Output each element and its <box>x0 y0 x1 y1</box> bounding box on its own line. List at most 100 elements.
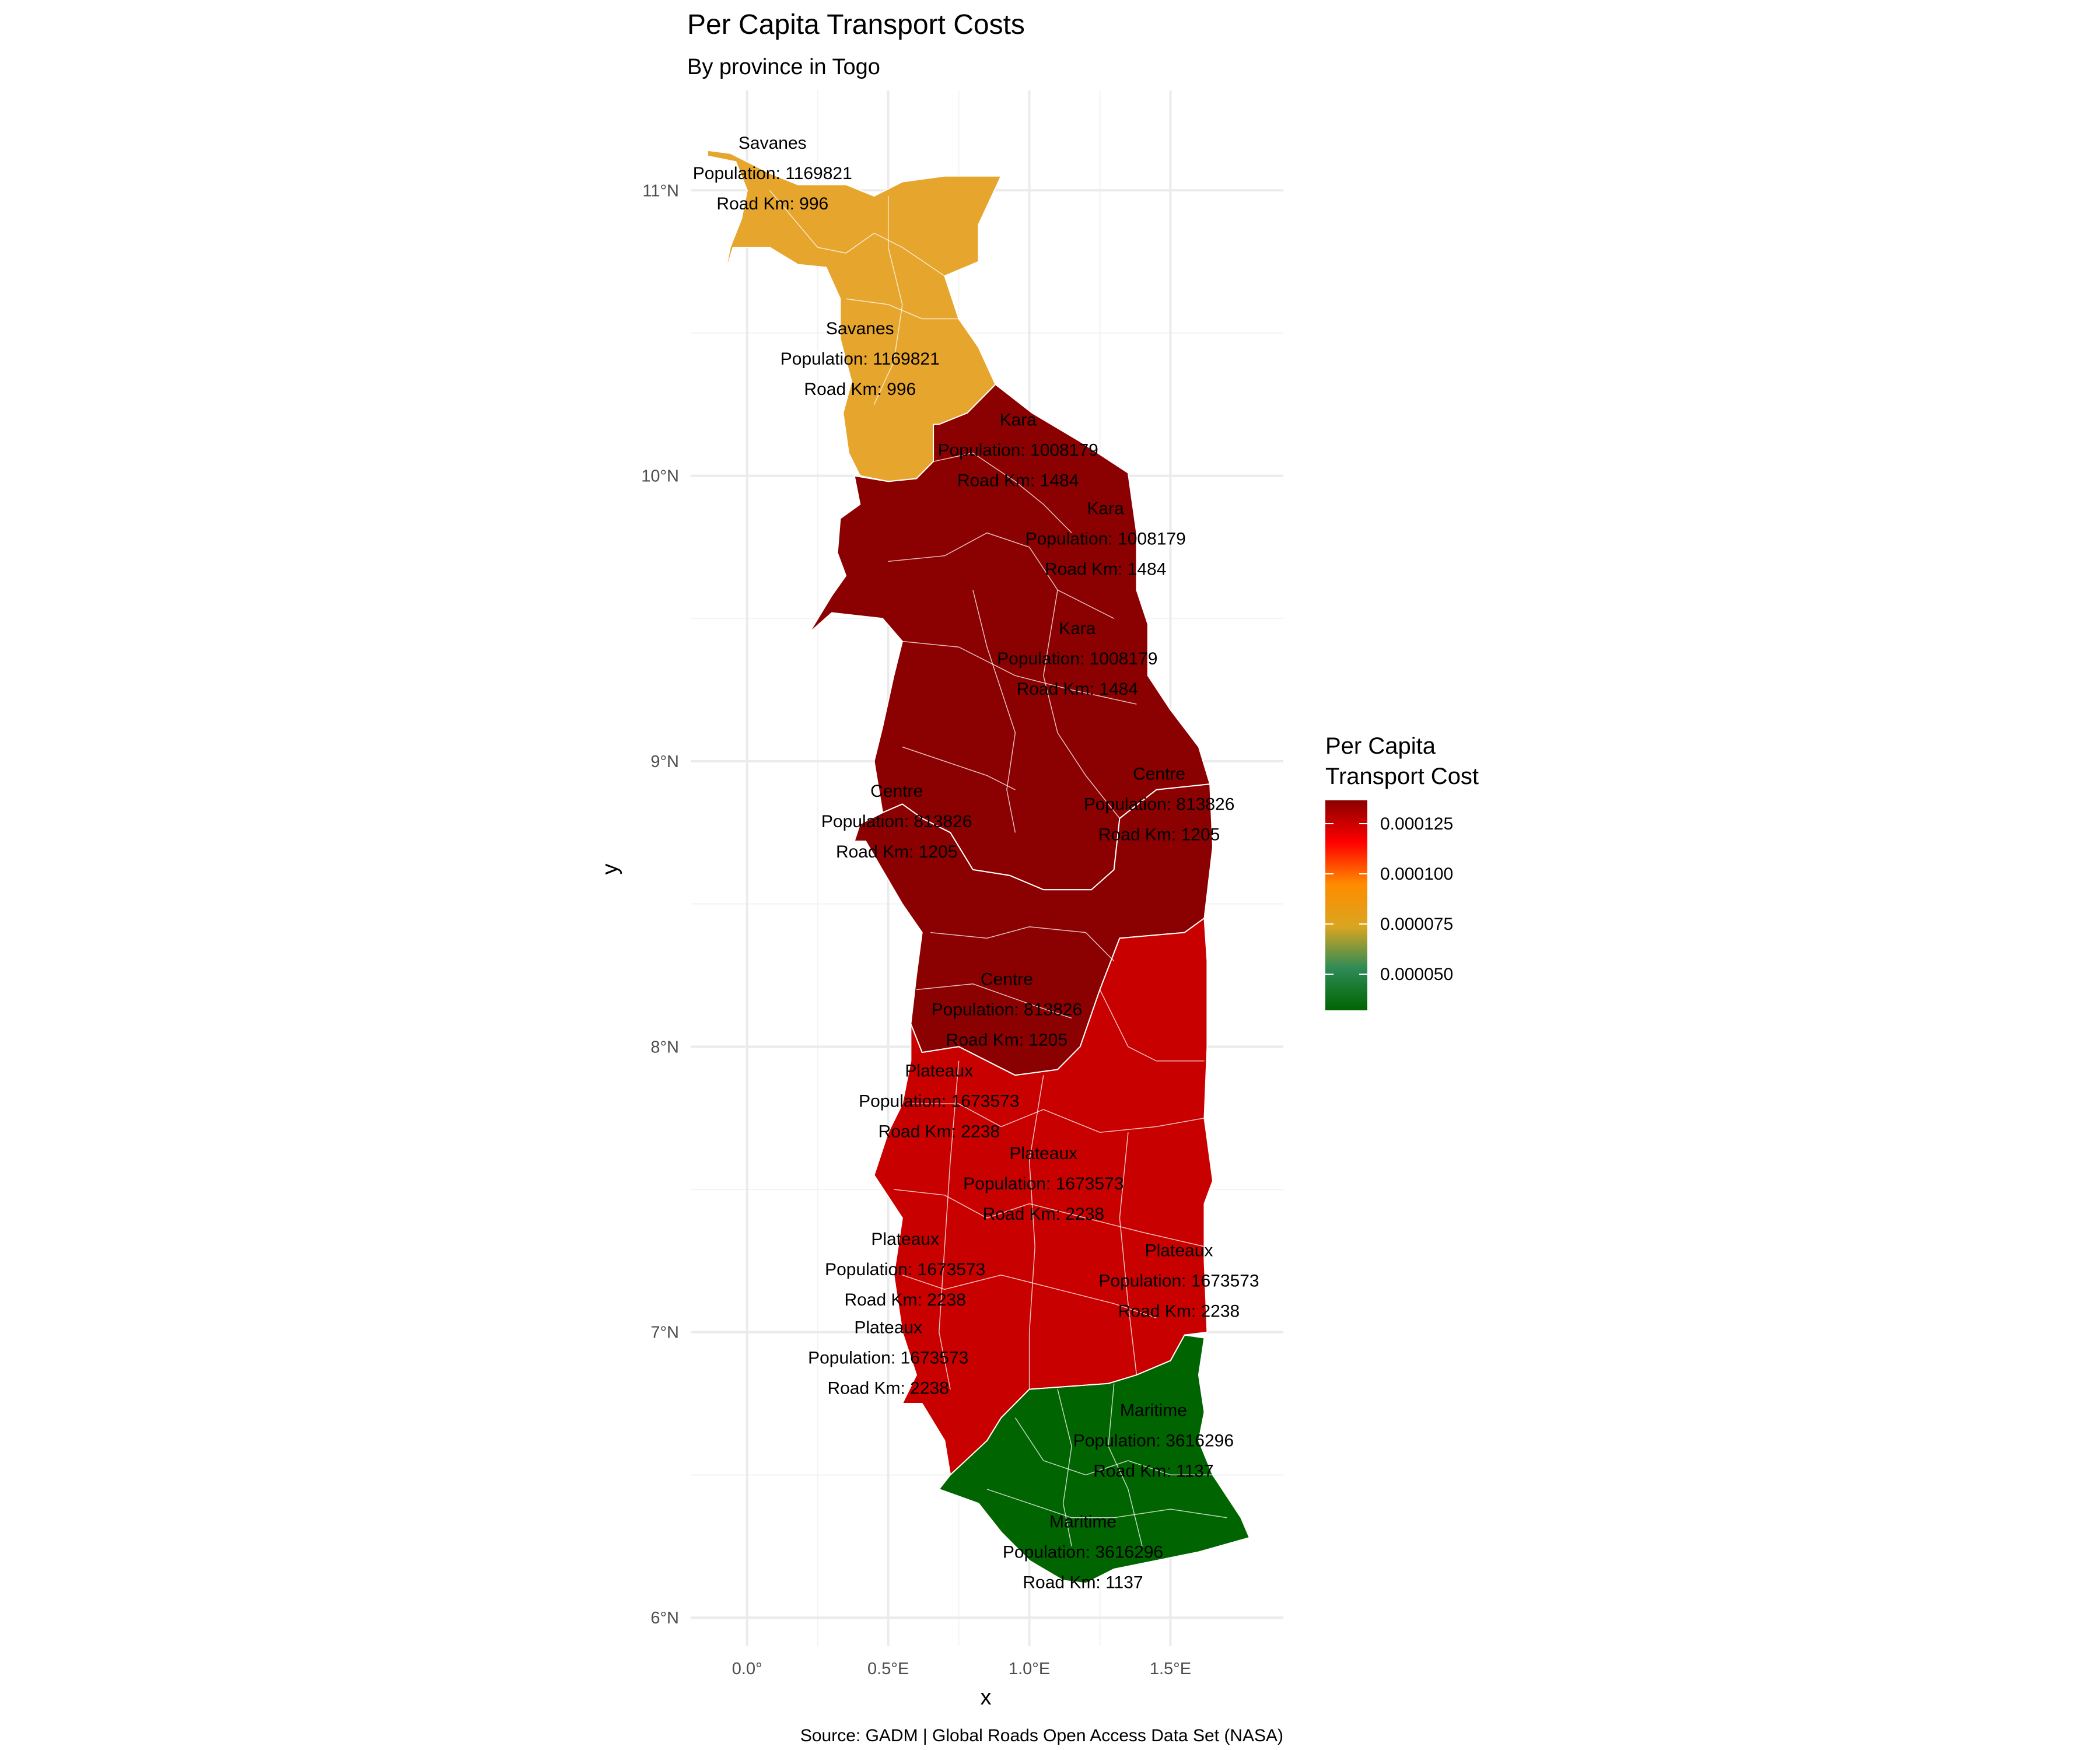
district-border <box>902 640 1137 705</box>
label-name: Plateaux <box>871 1230 939 1249</box>
label-population: Population: 813826 <box>1084 794 1235 814</box>
district-border <box>972 590 1016 833</box>
label-plateaux: Plateaux Population: 1673573 Road Km: 2238 <box>859 1061 1019 1141</box>
district-border <box>933 452 1072 534</box>
label-population: Population: 1673573 <box>808 1349 968 1368</box>
label-kara: Kara Population: 1008179 Road Km: 1484 <box>1026 499 1186 579</box>
x-tick-label: 1.0°E <box>1009 1660 1050 1678</box>
label-road-km: Road Km: 2238 <box>983 1205 1104 1224</box>
label-population: Population: 1673573 <box>825 1260 985 1279</box>
legend-label: 0.000100 <box>1380 864 1453 884</box>
label-plateaux: Plateaux Population: 1673573 Road Km: 2238 <box>963 1144 1124 1224</box>
label-name: Savanes <box>738 134 807 153</box>
label-kara: Kara Population: 1008179 Road Km: 1484 <box>997 619 1157 699</box>
x-tick-label: 0.5°E <box>867 1660 909 1678</box>
label-name: Centre <box>1133 764 1185 783</box>
province-polygons <box>707 149 1250 1584</box>
label-road-km: Road Km: 1137 <box>1093 1462 1213 1481</box>
label-road-km: Road Km: 996 <box>716 194 828 214</box>
district-border <box>873 196 903 405</box>
label-name: Plateaux <box>1145 1241 1213 1261</box>
label-centre: Centre Population: 813826 Road Km: 1205 <box>1084 764 1235 844</box>
label-road-km: Road Km: 1484 <box>957 471 1079 491</box>
label-centre: Centre Population: 813826 Road Km: 1205 <box>932 970 1083 1050</box>
legend-ticks: 0.000125 0.000100 0.000075 0.000050 <box>1325 814 1453 984</box>
label-name: Centre <box>981 970 1033 989</box>
label-plateaux: Plateaux Population: 1673573 Road Km: 2238 <box>1098 1241 1259 1321</box>
x-axis-ticks: 0.0° 0.5°E 1.0°E 1.5°E <box>732 1660 1191 1678</box>
label-maritime: Maritime Population: 3616296 Road Km: 1137 <box>1003 1513 1163 1592</box>
district-border <box>1108 1383 1143 1546</box>
district-border <box>939 1060 960 1390</box>
district-border <box>930 926 1115 962</box>
legend-title-line1: Per Capita <box>1325 733 1436 759</box>
x-axis-title: x <box>981 1685 992 1710</box>
label-road-km: Road Km: 1205 <box>946 1031 1068 1050</box>
label-road-km: Road Km: 996 <box>804 380 916 399</box>
district-border <box>1014 1418 1213 1476</box>
legend: Per Capita Transport Cost 0.0001250.0001… <box>1325 733 1479 1010</box>
label-savanes: Savanes Population: 1169821 Road Km: 996 <box>780 319 940 399</box>
y-tick-label: 6°N <box>650 1609 679 1628</box>
district-border <box>1099 989 1205 1062</box>
y-tick-label: 9°N <box>650 752 679 771</box>
label-name: Kara <box>1087 499 1125 518</box>
legend-label: 0.000050 <box>1380 965 1453 984</box>
label-population: Population: 1008179 <box>938 441 1098 460</box>
label-savanes: Savanes Population: 1169821 Road Km: 996 <box>693 134 852 214</box>
label-population: Population: 813826 <box>932 1000 1083 1020</box>
legend-colorbar <box>1325 800 1367 1010</box>
label-plateaux: Plateaux Population: 1673573 Road Km: 2238 <box>808 1318 968 1398</box>
label-name: Maritime <box>1049 1513 1116 1532</box>
label-plateaux: Plateaux Population: 1673573 Road Km: 2238 <box>825 1230 985 1310</box>
district-border <box>845 298 959 320</box>
label-road-km: Road Km: 1484 <box>1017 680 1138 699</box>
source-caption: Source: GADM | Global Roads Open Access … <box>800 1726 1283 1745</box>
y-axis-title: y <box>598 864 622 875</box>
y-tick-label: 8°N <box>650 1038 679 1056</box>
label-road-km: Road Km: 1205 <box>836 842 957 862</box>
x-tick-label: 1.5°E <box>1150 1660 1191 1678</box>
label-maritime: Maritime Population: 3616296 Road Km: 1137 <box>1073 1401 1234 1481</box>
label-kara: Kara Population: 1008179 Road Km: 1484 <box>938 411 1098 491</box>
label-road-km: Road Km: 2238 <box>1118 1302 1240 1321</box>
district-border <box>888 532 1115 619</box>
label-population: Population: 3616296 <box>1003 1543 1163 1562</box>
label-road-km: Road Km: 1205 <box>1098 825 1220 844</box>
x-tick-label: 0.0° <box>732 1660 762 1678</box>
y-axis-ticks: 6°N 7°N 8°N 9°N 10°N 11°N <box>641 181 679 1628</box>
label-name: Plateaux <box>1009 1144 1077 1163</box>
district-border <box>902 1275 1157 1318</box>
y-tick-label: 10°N <box>641 467 679 486</box>
label-name: Maritime <box>1120 1401 1187 1420</box>
label-name: Kara <box>1000 411 1037 430</box>
label-population: Population: 1008179 <box>997 649 1157 668</box>
label-road-km: Road Km: 2238 <box>878 1122 1000 1141</box>
legend-title-line2: Transport Cost <box>1325 764 1479 789</box>
district-border <box>986 1489 1227 1518</box>
label-population: Population: 813826 <box>821 812 972 831</box>
province-labels: Savanes Population: 1169821 Road Km: 996 Sa… <box>693 134 1259 1592</box>
label-name: Centre <box>870 782 923 801</box>
district-border <box>1028 1075 1044 1390</box>
label-name: Plateaux <box>905 1061 973 1080</box>
legend-label: 0.000125 <box>1380 814 1453 834</box>
y-tick-label: 11°N <box>642 181 679 200</box>
label-name: Savanes <box>826 319 894 338</box>
label-road-km: Road Km: 1137 <box>1023 1573 1143 1592</box>
label-population: Population: 1169821 <box>780 349 940 369</box>
label-road-km: Road Km: 1484 <box>1045 559 1166 579</box>
district-border <box>916 983 1072 1019</box>
district-border <box>894 1189 1205 1247</box>
district-border <box>902 746 1016 790</box>
label-name: Plateaux <box>854 1318 922 1338</box>
district-border <box>1043 590 1120 819</box>
label-population: Population: 1673573 <box>963 1174 1124 1194</box>
district-borders <box>769 190 1227 1546</box>
label-population: Population: 1008179 <box>1026 529 1186 548</box>
y-tick-label: 7°N <box>650 1324 679 1342</box>
chart-title: Per Capita Transport Costs <box>687 9 1025 40</box>
legend-label: 0.000075 <box>1380 915 1453 934</box>
label-name: Kara <box>1059 619 1096 638</box>
